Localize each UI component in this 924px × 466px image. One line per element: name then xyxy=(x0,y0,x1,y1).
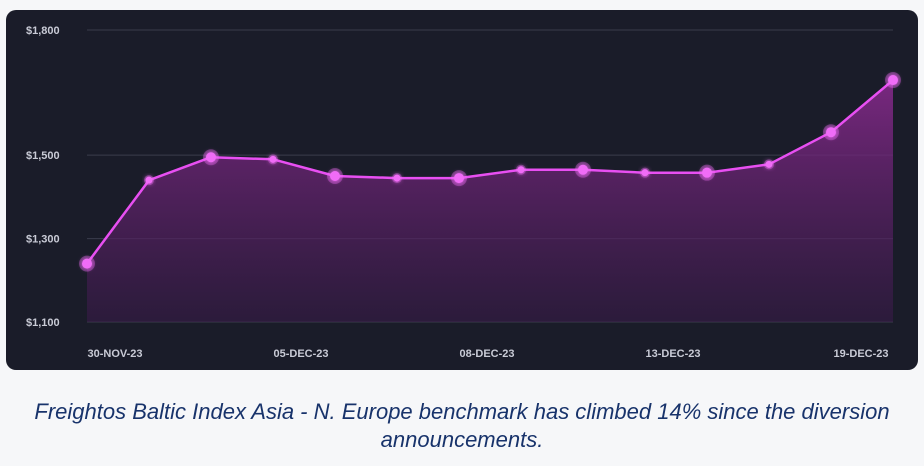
price-chart: $1,800 $1,500 $1,300 $1,100 30-NOV-23 05-DEC… xyxy=(26,25,901,360)
data-point xyxy=(641,169,649,177)
chart-caption: Freightos Baltic Index Asia - N. Europe … xyxy=(34,399,890,452)
x-axis-ticks: 30-NOV-23 05-DEC-23 08-DEC-23 13-DEC-23 19-D… xyxy=(87,348,888,360)
y-tick-label: $1,100 xyxy=(26,317,60,329)
chart-panel: $1,800 $1,500 $1,300 $1,100 30-NOV-23 05-DEC… xyxy=(6,10,918,370)
data-point xyxy=(330,171,340,181)
data-point xyxy=(393,174,401,182)
data-point xyxy=(578,164,588,175)
x-tick-label: 13-DEC-23 xyxy=(645,348,700,360)
data-point xyxy=(269,155,277,163)
y-tick-label: $1,300 xyxy=(26,234,60,246)
data-point xyxy=(206,152,216,163)
data-point xyxy=(702,167,712,178)
data-point xyxy=(82,258,92,269)
data-points xyxy=(79,72,901,272)
series-line xyxy=(85,79,894,265)
x-tick-label: 08-DEC-23 xyxy=(459,348,514,360)
y-tick-label: $1,800 xyxy=(26,25,60,37)
data-point xyxy=(765,160,773,168)
data-point xyxy=(145,176,153,184)
y-tick-label: $1,500 xyxy=(26,150,60,162)
data-point xyxy=(454,173,464,184)
area-fill xyxy=(87,80,893,322)
x-tick-label: 30-NOV-23 xyxy=(87,348,142,360)
data-point xyxy=(826,127,836,138)
x-tick-label: 05-DEC-23 xyxy=(273,348,328,360)
x-tick-label: 19-DEC-23 xyxy=(833,348,888,360)
data-point xyxy=(517,166,525,174)
data-point xyxy=(888,75,898,86)
y-axis-ticks: $1,800 $1,500 $1,300 $1,100 xyxy=(26,25,60,329)
